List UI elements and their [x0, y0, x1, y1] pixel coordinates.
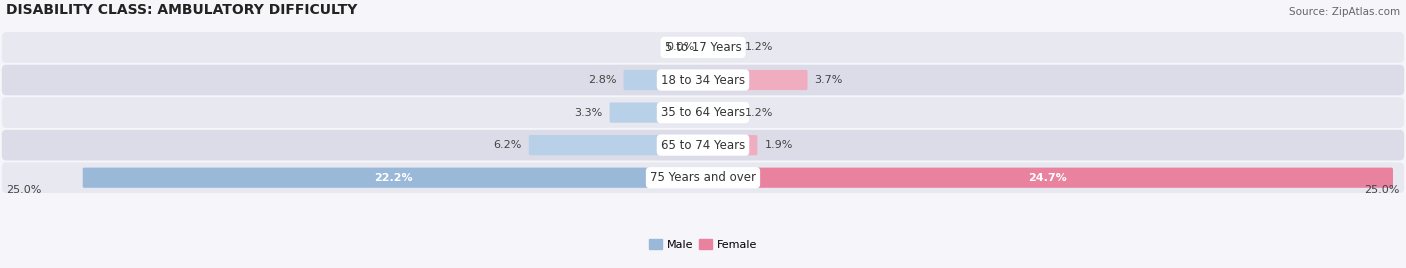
Text: 25.0%: 25.0%	[1365, 185, 1400, 195]
Text: 1.2%: 1.2%	[745, 107, 773, 118]
FancyBboxPatch shape	[1, 32, 1405, 63]
FancyBboxPatch shape	[610, 102, 704, 123]
Text: 6.2%: 6.2%	[494, 140, 522, 150]
FancyBboxPatch shape	[1, 65, 1405, 95]
Text: DISABILITY CLASS: AMBULATORY DIFFICULTY: DISABILITY CLASS: AMBULATORY DIFFICULTY	[6, 2, 357, 17]
Text: 75 Years and over: 75 Years and over	[650, 171, 756, 184]
Text: 5 to 17 Years: 5 to 17 Years	[665, 41, 741, 54]
Text: 65 to 74 Years: 65 to 74 Years	[661, 139, 745, 152]
FancyBboxPatch shape	[1, 97, 1405, 128]
Text: Source: ZipAtlas.com: Source: ZipAtlas.com	[1289, 6, 1400, 17]
Text: 2.8%: 2.8%	[588, 75, 617, 85]
FancyBboxPatch shape	[83, 168, 704, 188]
FancyBboxPatch shape	[702, 102, 738, 123]
FancyBboxPatch shape	[702, 37, 738, 58]
Text: 3.3%: 3.3%	[575, 107, 603, 118]
Text: 35 to 64 Years: 35 to 64 Years	[661, 106, 745, 119]
Legend: Male, Female: Male, Female	[644, 234, 762, 254]
FancyBboxPatch shape	[702, 168, 1393, 188]
Text: 25.0%: 25.0%	[6, 185, 41, 195]
Text: 0.0%: 0.0%	[666, 42, 695, 53]
Text: 1.2%: 1.2%	[745, 42, 773, 53]
FancyBboxPatch shape	[1, 162, 1405, 193]
Text: 24.7%: 24.7%	[1028, 173, 1067, 183]
FancyBboxPatch shape	[702, 135, 758, 155]
Text: 18 to 34 Years: 18 to 34 Years	[661, 73, 745, 87]
Text: 1.9%: 1.9%	[765, 140, 793, 150]
FancyBboxPatch shape	[623, 70, 704, 90]
FancyBboxPatch shape	[529, 135, 704, 155]
Text: 3.7%: 3.7%	[814, 75, 842, 85]
FancyBboxPatch shape	[702, 70, 807, 90]
Text: 22.2%: 22.2%	[374, 173, 413, 183]
FancyBboxPatch shape	[1, 130, 1405, 161]
